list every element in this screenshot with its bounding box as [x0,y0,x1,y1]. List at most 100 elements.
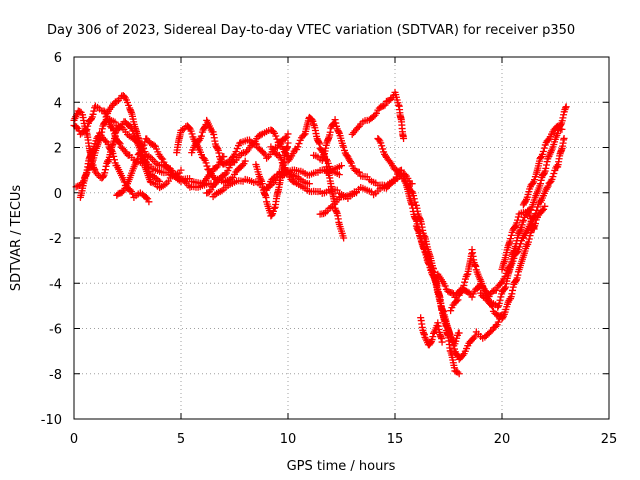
x-axis-label: GPS time / hours [287,459,396,474]
data-point [256,174,264,182]
data-point [425,258,433,266]
y-tick-label: -6 [49,323,62,338]
data-point [300,131,308,139]
series-track-16 [323,163,348,242]
data-point [502,283,510,291]
y-tick-label: 6 [54,51,62,66]
data-point [177,166,185,174]
data-point [454,368,462,376]
data-point [308,116,316,124]
data-point [537,180,545,188]
data-point [332,119,340,127]
data-point [107,146,115,154]
data-point [355,168,363,176]
data-point [188,130,196,138]
data-point [519,218,527,226]
data-point [111,118,119,126]
data-point [126,186,134,194]
data-point [429,333,437,341]
data-point [463,271,471,279]
data-point [156,177,164,185]
data-point [461,278,469,286]
data-point [494,303,502,311]
data-point [526,232,534,240]
data-point [200,155,208,163]
data-point [272,173,280,181]
series-track-6 [113,135,185,199]
data-point [550,169,558,177]
data-point [416,232,424,240]
data-point [529,179,537,187]
data-point [89,110,97,118]
data-point [562,103,570,111]
data-point [139,144,147,152]
data-point [424,255,432,263]
data-point [283,133,291,141]
data-point [492,286,500,294]
data-point [509,286,517,294]
data-point [420,244,428,252]
y-tick-label: -8 [49,368,62,383]
data-point [268,211,276,219]
data-point [512,240,520,248]
data-point [101,166,109,174]
data-point [335,128,343,136]
data-point [408,180,416,188]
data-point [542,164,550,172]
data-point [458,287,466,295]
data-point [338,162,345,170]
data-point [395,101,403,109]
chart-title: Day 306 of 2023, Sidereal Day-to-day VTE… [47,23,575,38]
series-track-24 [447,202,549,323]
data-point [524,207,532,215]
grid [74,57,609,419]
data-point [441,282,449,290]
series-track-17 [348,88,408,142]
data-point [354,124,362,132]
data-point [530,225,538,233]
data-point [438,338,446,346]
data-point [516,227,524,235]
data-point [110,156,118,164]
data-point [264,183,272,191]
data-point [514,271,522,279]
y-tick-label: -2 [49,232,62,247]
data-point [137,148,145,156]
data-point [378,142,386,150]
data-point [549,173,557,181]
data-point [94,133,102,141]
data-point [501,285,509,293]
data-point [99,173,107,181]
data-point [335,171,343,179]
data-point [269,207,277,215]
data-point [144,153,152,161]
data-point [544,136,552,144]
y-tick-label: 4 [54,96,62,111]
data-point [525,235,533,243]
data-point [197,132,205,140]
data-point [142,194,150,202]
data-point [487,328,495,336]
data-point [291,178,299,186]
data-point [559,114,567,122]
data-point [543,184,551,192]
data-point [157,154,165,162]
y-tick-label: 2 [54,142,62,157]
data-point [455,370,463,378]
data-point [159,155,167,163]
data-point [118,188,126,196]
data-point [427,339,435,347]
data-point [453,297,461,305]
data-point [400,134,408,142]
data-point [321,209,329,217]
data-point [83,125,91,133]
data-marks [70,88,570,378]
data-point [324,159,332,167]
data-point [284,130,292,138]
data-point [379,145,387,153]
data-point [481,287,489,295]
data-point [553,162,561,170]
data-point [113,98,121,106]
data-point [233,145,241,153]
x-tick-label: 10 [280,432,297,447]
